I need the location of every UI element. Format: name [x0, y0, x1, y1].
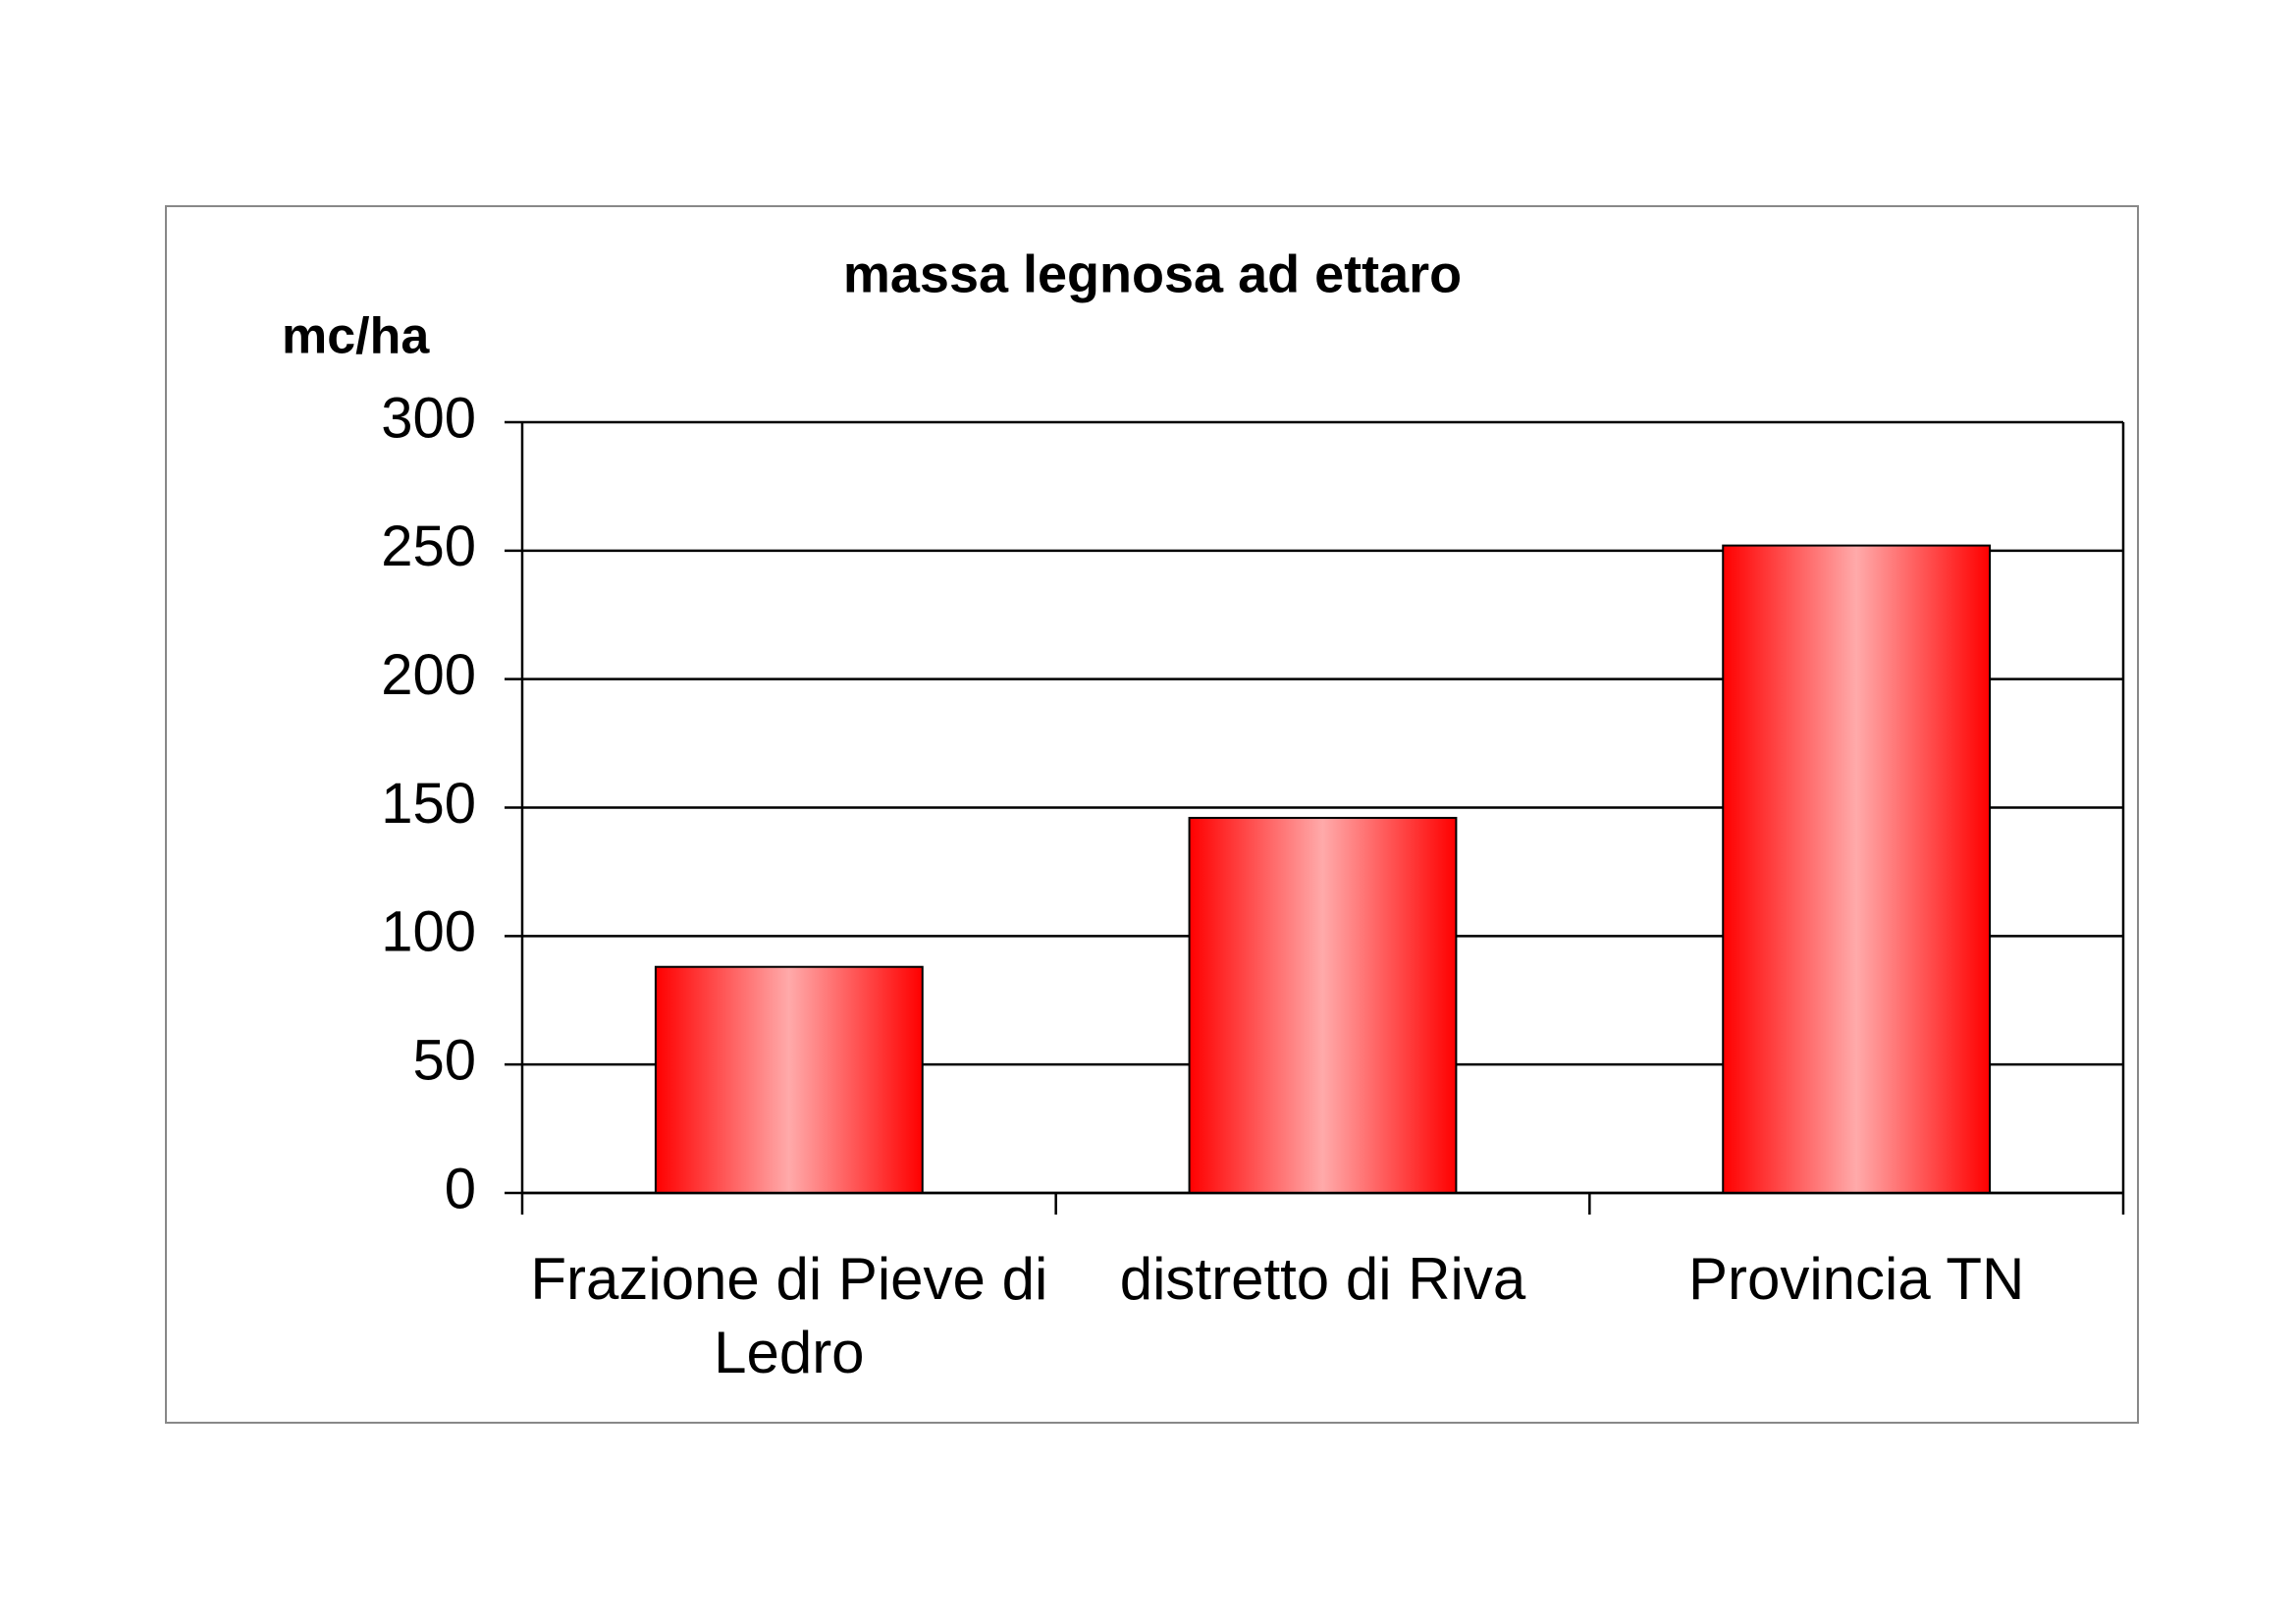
y-tick-label: 200	[381, 643, 476, 707]
x-tick-label: Frazione di Pieve di Ledro	[530, 1246, 1048, 1385]
y-tick-label: 150	[381, 772, 476, 836]
bar	[1722, 544, 1992, 1194]
bar	[1188, 816, 1458, 1194]
y-axis-label: mc/ha	[282, 308, 430, 365]
x-tick-label: Provincia TN	[1687, 1246, 2025, 1312]
y-tick-label: 250	[381, 514, 476, 578]
y-tick-label: 100	[381, 900, 476, 964]
chart-title: massa legnosa ad ettaro	[843, 244, 1462, 303]
x-tick-label: distretto di Riva	[1119, 1246, 1526, 1312]
y-tick-label: 0	[445, 1157, 476, 1220]
y-tick-label: 300	[381, 386, 476, 450]
bar	[654, 965, 924, 1194]
y-tick-label: 50	[412, 1028, 476, 1092]
